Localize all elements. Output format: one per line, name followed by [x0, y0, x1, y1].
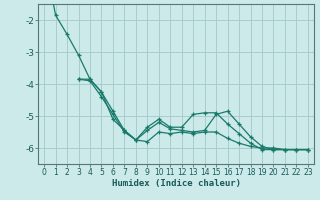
X-axis label: Humidex (Indice chaleur): Humidex (Indice chaleur) [111, 179, 241, 188]
